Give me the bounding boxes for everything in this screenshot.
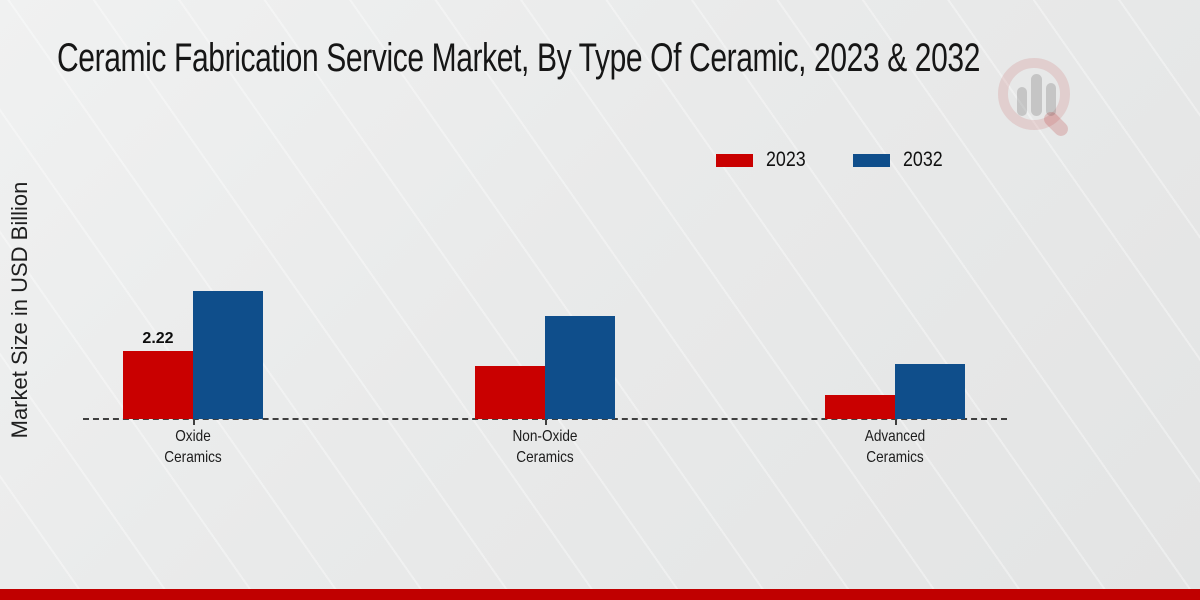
bar-2032-non-oxide-ceramics [545,316,615,419]
legend: 2023 2032 [716,148,949,172]
legend-swatch-2023 [716,153,753,167]
bar-2032-advanced-ceramics [895,364,965,419]
chart-title: Ceramic Fabrication Service Market, By T… [57,36,981,80]
legend-swatch-2032 [852,153,890,167]
category-label-advanced-ceramics: Advanced Ceramics [864,428,926,466]
legend-item-2023: 2023 [716,148,813,172]
mrfr-logo-watermark-icon [998,58,1070,136]
legend-item-2032: 2032 [852,148,950,172]
bar-value-label-oxide-ceramics-2023: 2.22 [142,330,174,347]
x-axis-baseline [83,418,1007,420]
bar-2023-oxide-ceramics [123,351,193,419]
axis-tick-non-oxide-ceramics [545,420,547,425]
y-axis-label: Market Size in USD Billion [7,181,32,439]
bar-2023-non-oxide-ceramics [475,366,545,419]
legend-label-2023: 2023 [766,148,806,171]
axis-tick-advanced-ceramics [895,420,897,425]
bar-2023-advanced-ceramics [825,395,895,419]
category-label-non-oxide-ceramics: Non-Oxide Ceramics [512,428,578,466]
bar-2032-oxide-ceramics [193,291,263,419]
legend-label-2032: 2032 [902,148,943,171]
axis-tick-oxide-ceramics [193,420,195,425]
category-label-oxide-ceramics: Oxide Ceramics [164,428,222,466]
footer-accent-bar [0,589,1200,600]
